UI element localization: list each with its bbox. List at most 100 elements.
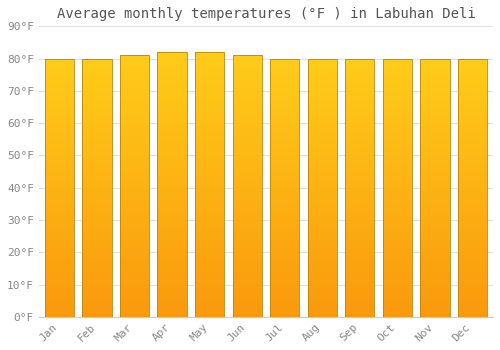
Bar [45, 193, 74, 194]
Bar [270, 149, 300, 150]
Bar [120, 109, 149, 110]
Bar [345, 264, 374, 265]
Bar [82, 148, 112, 149]
Bar [308, 90, 337, 91]
Bar [120, 224, 149, 225]
Bar [382, 295, 412, 296]
Bar [45, 139, 74, 140]
Bar [45, 252, 74, 253]
Bar [345, 116, 374, 117]
Bar [158, 97, 186, 98]
Bar [82, 266, 112, 268]
Bar [195, 207, 224, 208]
Bar [158, 84, 186, 85]
Bar [45, 84, 74, 86]
Bar [270, 232, 300, 233]
Bar [232, 201, 262, 202]
Bar [420, 87, 450, 88]
Bar [345, 65, 374, 66]
Bar [270, 58, 300, 317]
Bar [382, 60, 412, 61]
Bar [195, 89, 224, 91]
Bar [82, 211, 112, 212]
Bar [82, 201, 112, 202]
Bar [270, 164, 300, 166]
Bar [458, 171, 487, 172]
Bar [232, 219, 262, 220]
Bar [458, 220, 487, 221]
Bar [345, 108, 374, 109]
Bar [158, 274, 186, 276]
Bar [195, 97, 224, 98]
Bar [420, 266, 450, 268]
Bar [158, 130, 186, 132]
Bar [345, 228, 374, 229]
Bar [45, 83, 74, 84]
Bar [120, 292, 149, 293]
Bar [308, 61, 337, 62]
Bar [420, 288, 450, 290]
Bar [308, 88, 337, 90]
Bar [82, 247, 112, 248]
Bar [158, 200, 186, 202]
Bar [345, 157, 374, 158]
Bar [420, 274, 450, 275]
Bar [45, 82, 74, 83]
Bar [270, 272, 300, 273]
Bar [382, 119, 412, 120]
Bar [308, 291, 337, 292]
Bar [120, 286, 149, 287]
Bar [232, 91, 262, 92]
Bar [270, 216, 300, 217]
Bar [382, 80, 412, 82]
Bar [232, 229, 262, 231]
Bar [232, 204, 262, 206]
Bar [382, 84, 412, 86]
Bar [120, 302, 149, 304]
Bar [195, 216, 224, 218]
Bar [195, 243, 224, 244]
Bar [120, 211, 149, 212]
Bar [45, 275, 74, 277]
Bar [82, 269, 112, 270]
Bar [382, 79, 412, 81]
Bar [345, 208, 374, 210]
Bar [232, 164, 262, 165]
Bar [82, 208, 112, 210]
Bar [82, 292, 112, 294]
Bar [195, 178, 224, 179]
Bar [195, 186, 224, 187]
Bar [195, 306, 224, 308]
Bar [195, 149, 224, 150]
Bar [232, 153, 262, 155]
Bar [232, 180, 262, 181]
Bar [158, 253, 186, 254]
Bar [120, 182, 149, 183]
Bar [232, 140, 262, 142]
Bar [158, 71, 186, 72]
Bar [345, 163, 374, 164]
Bar [270, 100, 300, 101]
Bar [120, 127, 149, 128]
Bar [120, 126, 149, 127]
Bar [158, 224, 186, 225]
Bar [345, 167, 374, 168]
Bar [458, 226, 487, 228]
Bar [195, 139, 224, 141]
Bar [458, 204, 487, 206]
Bar [232, 80, 262, 82]
Bar [195, 83, 224, 84]
Bar [158, 230, 186, 231]
Bar [308, 131, 337, 132]
Bar [420, 309, 450, 310]
Bar [82, 150, 112, 152]
Bar [270, 309, 300, 310]
Bar [45, 100, 74, 101]
Bar [45, 245, 74, 246]
Bar [232, 202, 262, 203]
Bar [45, 176, 74, 177]
Bar [345, 240, 374, 242]
Bar [458, 194, 487, 195]
Bar [232, 203, 262, 204]
Bar [308, 182, 337, 184]
